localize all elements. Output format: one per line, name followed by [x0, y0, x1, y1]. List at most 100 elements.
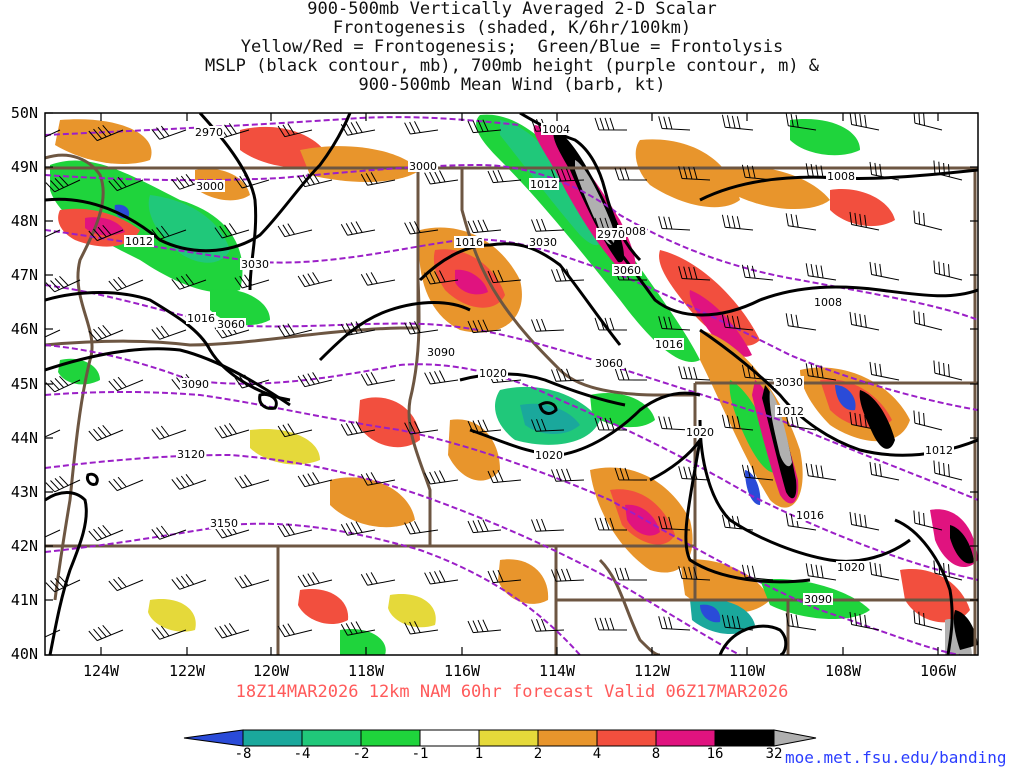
colorbar-segment: [655, 729, 716, 747]
frontogenesis-area: [298, 589, 349, 625]
wind-barb: [277, 523, 313, 538]
wind-barb: [277, 323, 313, 338]
mslp-contour: [718, 624, 788, 655]
wind-barb: [658, 216, 691, 231]
height-label: 3030: [528, 236, 558, 249]
wind-barb: [467, 319, 502, 334]
wind-barb: [45, 629, 61, 638]
wind-barb: [741, 464, 774, 481]
wind-barb: [360, 472, 396, 486]
wind-barb: [45, 175, 81, 193]
wind-barb: [297, 572, 333, 588]
wind-barb: [849, 611, 880, 631]
mslp-label: 1004: [541, 123, 571, 136]
border-line: [45, 153, 105, 601]
mslp-contour: [649, 439, 811, 584]
mslp-contour: [258, 392, 278, 410]
wind-barb: [234, 474, 270, 489]
svg-text:1020: 1020: [479, 367, 507, 380]
height-contour: [45, 229, 978, 411]
wind-barb: [785, 413, 817, 431]
wind-barb: [487, 269, 522, 284]
svg-text:1004: 1004: [542, 123, 570, 136]
wind-barb: [214, 323, 250, 339]
wind-barb: [108, 176, 144, 192]
svg-text:3060: 3060: [595, 357, 623, 370]
wind-barb: [594, 617, 628, 631]
wind-barb: [614, 167, 648, 181]
svg-text:3060: 3060: [217, 318, 245, 331]
height-label: 3120: [176, 448, 206, 461]
lat-label: 48N: [10, 212, 38, 230]
wind-barb: [741, 564, 774, 581]
svg-text:1008: 1008: [814, 296, 842, 309]
wind-barb: [913, 210, 943, 231]
frontolysis-area: [835, 385, 856, 411]
wind-barb: [913, 510, 943, 531]
lon-label: 122W: [168, 662, 206, 680]
wind-barb: [424, 370, 459, 385]
wind-barb: [340, 121, 376, 136]
wind-barb: [551, 468, 585, 482]
lat-label: 50N: [10, 104, 38, 122]
wind-barb: [678, 266, 711, 281]
colorbar-segment: [419, 729, 480, 747]
wind-barb: [594, 317, 628, 331]
svg-text:1016: 1016: [796, 509, 824, 522]
state-borders: [45, 153, 978, 655]
wind-barb: [741, 164, 774, 181]
wind-barb: [151, 525, 187, 540]
wind-barb: [151, 625, 187, 640]
wind-barb: [297, 372, 333, 388]
svg-text:1012: 1012: [925, 444, 953, 457]
wind-barb: [933, 560, 963, 581]
forecast-valid-time: 18Z14MAR2026 12km NAM 60hr forecast Vali…: [235, 682, 789, 702]
lat-label: 44N: [10, 429, 38, 447]
lon-label: 108W: [824, 662, 862, 680]
wind-barb: [88, 624, 124, 642]
frontogenesis-area: [358, 397, 420, 448]
svg-text:3030: 3030: [529, 236, 557, 249]
wind-barb: [487, 569, 522, 584]
height-label: 3000: [195, 180, 225, 193]
mslp-contour: [598, 228, 978, 317]
wind-barb: [933, 260, 963, 281]
strong-frontogenesis: [859, 390, 895, 449]
wind-barb: [234, 574, 270, 589]
border-line: [598, 558, 661, 655]
lat-label: 46N: [10, 320, 38, 338]
svg-text:1012: 1012: [530, 178, 558, 191]
wind-barb: [805, 463, 837, 481]
height-contour: [45, 116, 521, 136]
wind-barb: [487, 169, 522, 184]
frontogenesis-area: [659, 250, 760, 346]
wind-barb: [678, 566, 711, 581]
colorbar-segment: [242, 729, 303, 747]
lat-label: 40N: [10, 645, 38, 663]
contour-labels: 1004 1008 1008 1008 1012 1012 1012 1012 …: [124, 123, 954, 606]
colorbar-label: -1: [411, 746, 429, 762]
height-label: 3060: [216, 318, 246, 331]
height-label: 3090: [803, 593, 833, 606]
mslp-contour: [894, 518, 954, 655]
height-label: 2970: [194, 126, 224, 139]
wind-barb: [869, 461, 900, 481]
svg-text:1016: 1016: [187, 312, 215, 325]
frontolysis-area: [520, 403, 580, 435]
lon-label: 110W: [728, 662, 766, 680]
mslp-contour: [86, 472, 99, 486]
wind-barb: [721, 614, 754, 631]
colorbar-segment: [478, 729, 539, 747]
wind-barb: [171, 173, 207, 190]
svg-text:1016: 1016: [455, 236, 483, 249]
title-line-1: 900-500mb Vertically Averaged 2-D Scalar: [307, 0, 717, 19]
wind-barb: [594, 517, 628, 531]
wind-barb: [849, 113, 880, 131]
frontogenesis-area: [455, 269, 488, 295]
height-label: 3090: [180, 378, 210, 391]
wind-barb: [88, 524, 124, 542]
source-url[interactable]: moe.met.fsu.edu/banding: [785, 748, 1007, 767]
wind-barb: [531, 518, 565, 532]
wind-barb: [45, 475, 81, 493]
lon-label: 106W: [919, 662, 957, 680]
